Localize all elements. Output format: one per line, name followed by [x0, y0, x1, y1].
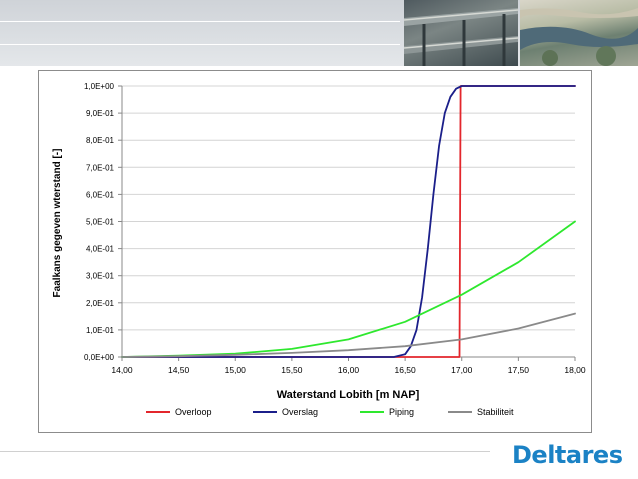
- x-tick-label: 17,00: [451, 365, 473, 375]
- x-tick-label: 17,50: [508, 365, 530, 375]
- y-tick-label: 3,0E-01: [86, 272, 115, 281]
- footer-divider: [0, 451, 490, 452]
- y-tick-label: 0,0E+00: [84, 353, 115, 362]
- y-tick-label: 4,0E-01: [86, 245, 115, 254]
- y-tick-label: 5,0E-01: [86, 218, 115, 227]
- y-tick-label: 1,0E-01: [86, 326, 115, 335]
- legend-label-stabiliteit: Stabiliteit: [477, 407, 514, 417]
- y-tick-label: 2,0E-01: [86, 299, 115, 308]
- y-axis-label: Faalkans gegeven wterstand [-]: [52, 149, 63, 298]
- y-tick-label: 9,0E-01: [86, 109, 115, 118]
- series-line-overslag: [121, 85, 576, 358]
- x-tick-label: 14,00: [111, 365, 133, 375]
- y-tick-label: 7,0E-01: [86, 163, 115, 172]
- y-tick-label: 1,0E+00: [84, 82, 115, 91]
- header-line-top: [0, 21, 400, 22]
- series-line-stabiliteit: [121, 312, 576, 358]
- header-band: [0, 0, 638, 66]
- series-line-piping: [121, 220, 576, 358]
- bridge-photo: [404, 0, 518, 66]
- x-tick-label: 15,00: [225, 365, 247, 375]
- axes: [118, 85, 576, 361]
- chart: 0,0E+00 1,0E-01 2,0E-01 3,0E-01 4,0E-01 5,0E-…: [52, 82, 586, 417]
- x-tick-label: 15,50: [281, 365, 303, 375]
- tick-labels: 0,0E+00 1,0E-01 2,0E-01 3,0E-01 4,0E-01 5,0E-…: [84, 82, 586, 375]
- x-tick-label: 16,00: [338, 365, 360, 375]
- river-photo: [520, 0, 638, 66]
- logo-text: Deltares: [512, 441, 623, 469]
- header-line-bottom: [0, 44, 400, 45]
- x-tick-label: 16,50: [394, 365, 416, 375]
- x-tick-label: 14,50: [168, 365, 190, 375]
- x-axis-label: Waterstand Lobith [m NAP]: [277, 389, 420, 401]
- deltares-logo: Deltares: [510, 437, 626, 469]
- y-tick-label: 8,0E-01: [86, 136, 115, 145]
- chart-frame: 0,0E+00 1,0E-01 2,0E-01 3,0E-01 4,0E-01 5,0E-…: [38, 70, 592, 433]
- legend-label-overloop: Overloop: [175, 407, 212, 417]
- series-lines: [121, 85, 576, 358]
- legend: Overloop Overslag Piping Stabiliteit: [146, 407, 514, 417]
- grid-lines: [122, 85, 575, 331]
- legend-label-overslag: Overslag: [282, 407, 318, 417]
- legend-label-piping: Piping: [389, 407, 414, 417]
- x-tick-label: 18,00: [564, 365, 586, 375]
- y-tick-label: 6,0E-01: [86, 190, 115, 199]
